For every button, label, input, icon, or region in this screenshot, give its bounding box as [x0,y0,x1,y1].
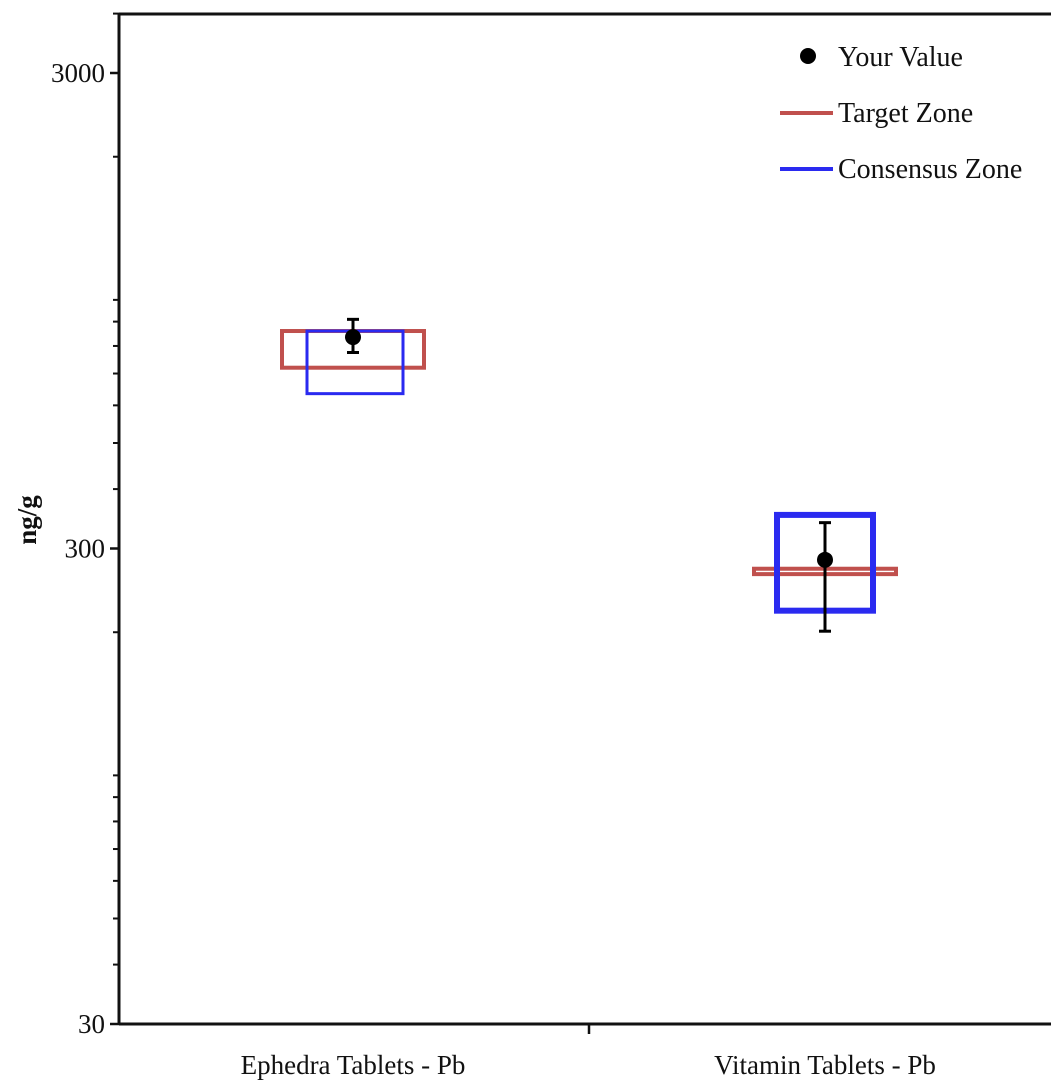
x-category-label: Vitamin Tablets - Pb [714,1050,936,1080]
y-tick-label: 3000 [51,58,105,88]
legend: Your Value Target Zone Consensus Zone [780,42,1022,185]
y-axis-title: ng/g [12,495,42,545]
legend-label: Target Zone [838,98,973,129]
y-tick-label: 30 [78,1009,105,1039]
plot-frame [117,12,1051,1026]
data-marks [280,317,898,633]
y-tick-label: 300 [65,534,106,564]
legend-label: Consensus Zone [838,154,1022,185]
your-value-point [817,551,833,568]
x-category-label: Ephedra Tablets - Pb [241,1050,466,1080]
x-axis: Ephedra Tablets - Pb Vitamin Tablets - Pb [241,1024,936,1080]
your-value-point [345,329,361,346]
legend-label: Your Value [838,42,963,73]
legend-your-value-marker [800,48,816,64]
y-axis: 3000 300 30 ng/g [12,12,119,1039]
